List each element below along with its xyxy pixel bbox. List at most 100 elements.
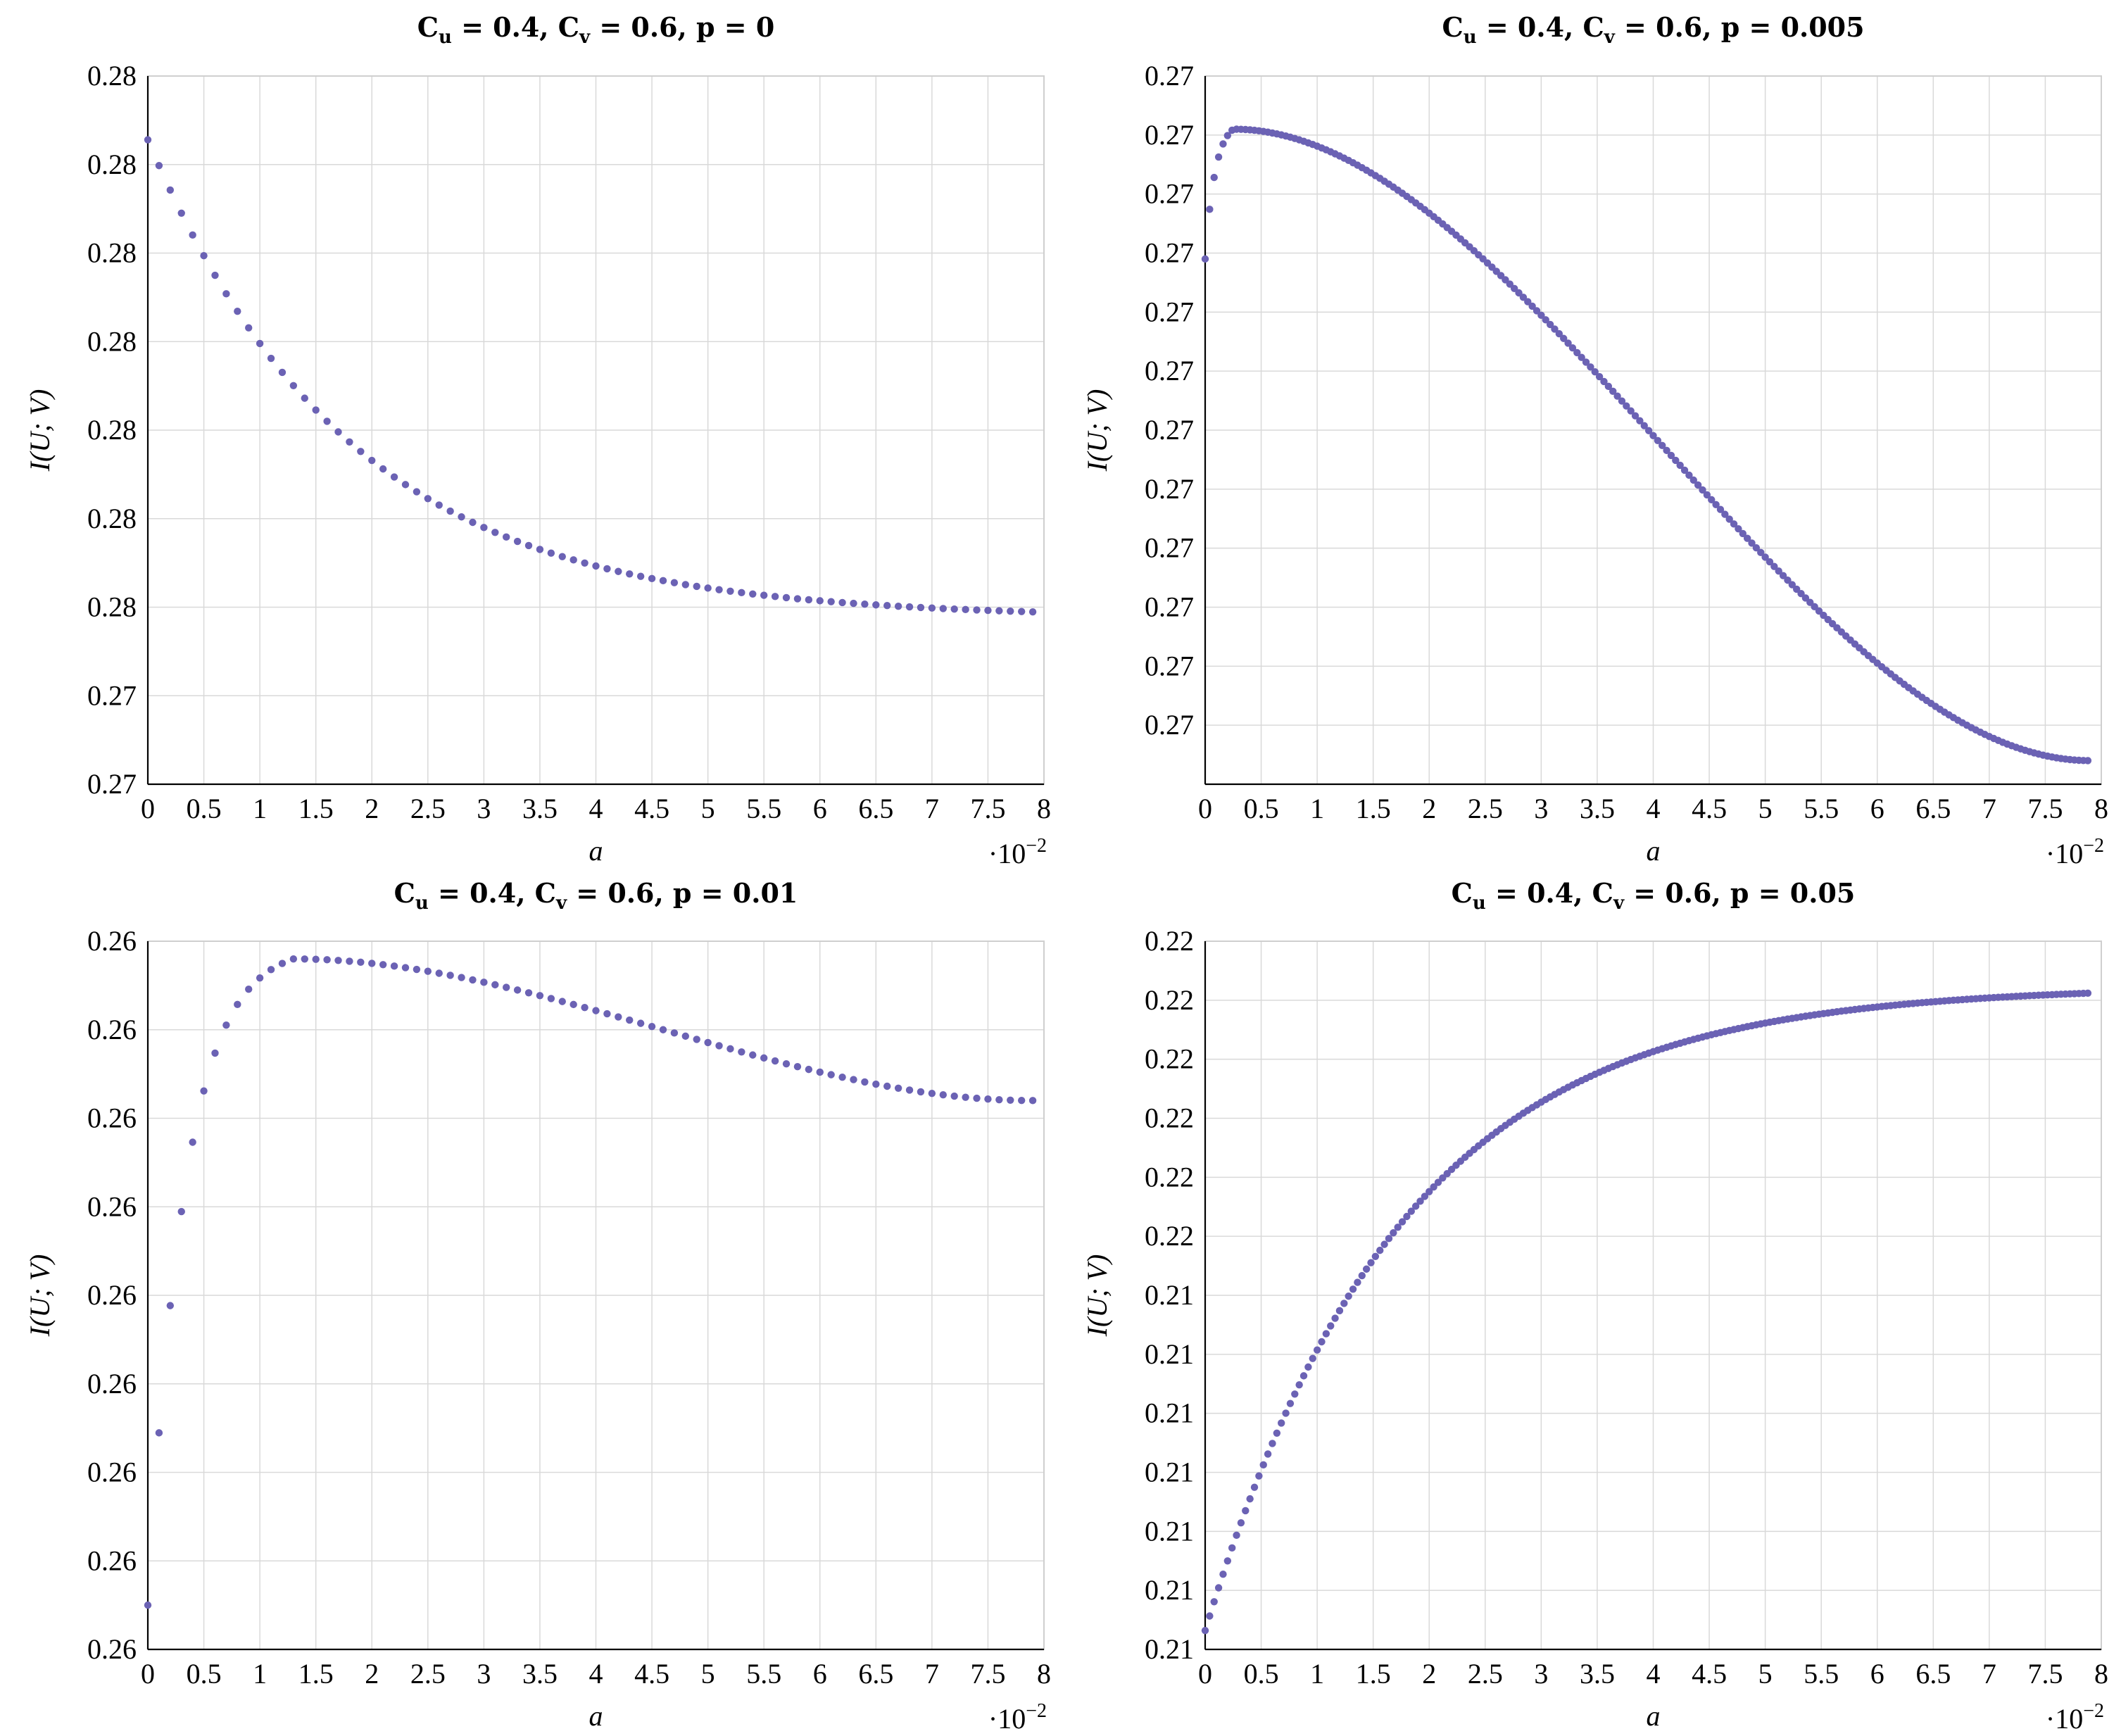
data-point — [1542, 316, 1549, 324]
data-point — [715, 586, 723, 593]
data-point — [368, 960, 376, 967]
data-point — [1233, 1531, 1240, 1540]
y-tick-label: 0.28 — [87, 414, 137, 446]
data-point — [905, 603, 914, 611]
data-point — [1214, 1584, 1223, 1592]
y-tick-label: 0.26 — [87, 1457, 137, 1488]
data-point — [234, 308, 241, 315]
data-point — [1394, 1224, 1402, 1231]
data-point — [1631, 412, 1639, 420]
data-point — [984, 606, 992, 615]
data-point — [984, 1095, 992, 1103]
data-point — [1659, 441, 1666, 450]
data-point — [726, 587, 734, 596]
data-point — [401, 481, 410, 489]
data-point — [1331, 1314, 1339, 1322]
series-points — [144, 955, 1037, 1609]
data-point — [1640, 422, 1648, 429]
y-tick-label: 0.27 — [1145, 237, 1194, 269]
x-tick-label: 0 — [141, 1658, 155, 1690]
data-point — [1587, 363, 1594, 371]
data-point — [1206, 206, 1214, 213]
data-point — [850, 1076, 857, 1083]
data-point — [1761, 553, 1769, 561]
data-point — [939, 1091, 947, 1099]
data-point — [749, 1051, 757, 1059]
y-tick-label: 0.27 — [1145, 296, 1194, 327]
data-point — [200, 252, 208, 260]
data-point — [782, 1059, 791, 1068]
data-point — [973, 606, 981, 614]
data-point — [1721, 510, 1729, 518]
data-point — [2084, 989, 2092, 998]
data-point — [1223, 132, 1232, 139]
data-point — [256, 339, 264, 348]
data-point — [1775, 567, 1782, 575]
y-axis-label: I(U; V) — [24, 389, 56, 472]
x-axis-multiplier: ·10−2 — [988, 835, 1047, 869]
data-point — [323, 417, 331, 425]
data-point — [850, 599, 857, 608]
data-point — [782, 593, 791, 602]
data-point — [1206, 1612, 1214, 1620]
chart-title: Cu = 0.4, Cv = 0.6, p = 0.005 — [1442, 11, 1864, 48]
data-point — [458, 974, 465, 981]
data-point — [581, 1004, 589, 1012]
x-tick-label: 7 — [1982, 793, 1996, 824]
x-tick-label: 5.5 — [1804, 1658, 1839, 1690]
data-point — [872, 601, 880, 609]
series-points — [144, 136, 1037, 616]
data-point — [166, 186, 175, 194]
data-point — [1519, 294, 1528, 301]
data-point — [1214, 153, 1223, 161]
y-tick-label: 0.28 — [87, 503, 137, 534]
x-tick-label: 2 — [1422, 1658, 1436, 1690]
data-point — [1416, 1197, 1424, 1205]
data-point — [1327, 1322, 1335, 1330]
data-point — [704, 1038, 712, 1047]
data-point — [1788, 581, 1796, 589]
data-point — [379, 465, 387, 473]
data-point — [1708, 496, 1716, 504]
x-tick-label: 2 — [1422, 793, 1436, 824]
y-tick-label: 0.22 — [1145, 1220, 1194, 1252]
data-point — [1318, 1338, 1326, 1346]
data-point — [1644, 427, 1653, 434]
data-point — [1237, 1518, 1245, 1527]
data-point — [1685, 471, 1693, 479]
x-tick-label: 6.5 — [858, 1658, 893, 1690]
data-point — [681, 581, 689, 589]
y-tick-label: 0.27 — [1145, 119, 1194, 151]
x-axis-label: a — [589, 1700, 603, 1732]
x-axis-multiplier: ·10−2 — [2046, 1700, 2104, 1735]
data-point — [301, 955, 308, 963]
data-point — [569, 556, 577, 564]
data-point — [424, 495, 432, 503]
data-point — [962, 1093, 969, 1101]
data-point — [1349, 1285, 1357, 1293]
data-point — [1242, 1507, 1250, 1515]
data-point — [1555, 329, 1563, 338]
data-point — [1295, 1380, 1303, 1389]
data-point — [1779, 572, 1787, 579]
x-tick-label: 2.5 — [1468, 1658, 1503, 1690]
data-point — [838, 598, 846, 607]
data-point — [1421, 1193, 1429, 1200]
data-point — [1694, 481, 1702, 489]
x-tick-label: 0 — [1198, 793, 1212, 824]
data-point — [166, 1302, 175, 1309]
data-point — [771, 1057, 779, 1065]
data-point — [278, 368, 287, 377]
data-point — [760, 591, 768, 599]
x-tick-label: 4.5 — [1692, 1658, 1727, 1690]
y-axis-label: I(U; V) — [1081, 389, 1113, 472]
x-tick-label: 0 — [141, 793, 155, 824]
data-point — [312, 955, 320, 963]
data-point — [435, 969, 443, 977]
data-point — [917, 603, 925, 612]
data-point — [905, 1086, 914, 1094]
data-point — [1354, 1278, 1361, 1286]
x-tick-label: 3.5 — [1580, 793, 1615, 824]
x-tick-label: 4 — [1647, 793, 1661, 824]
data-point — [177, 1207, 185, 1216]
